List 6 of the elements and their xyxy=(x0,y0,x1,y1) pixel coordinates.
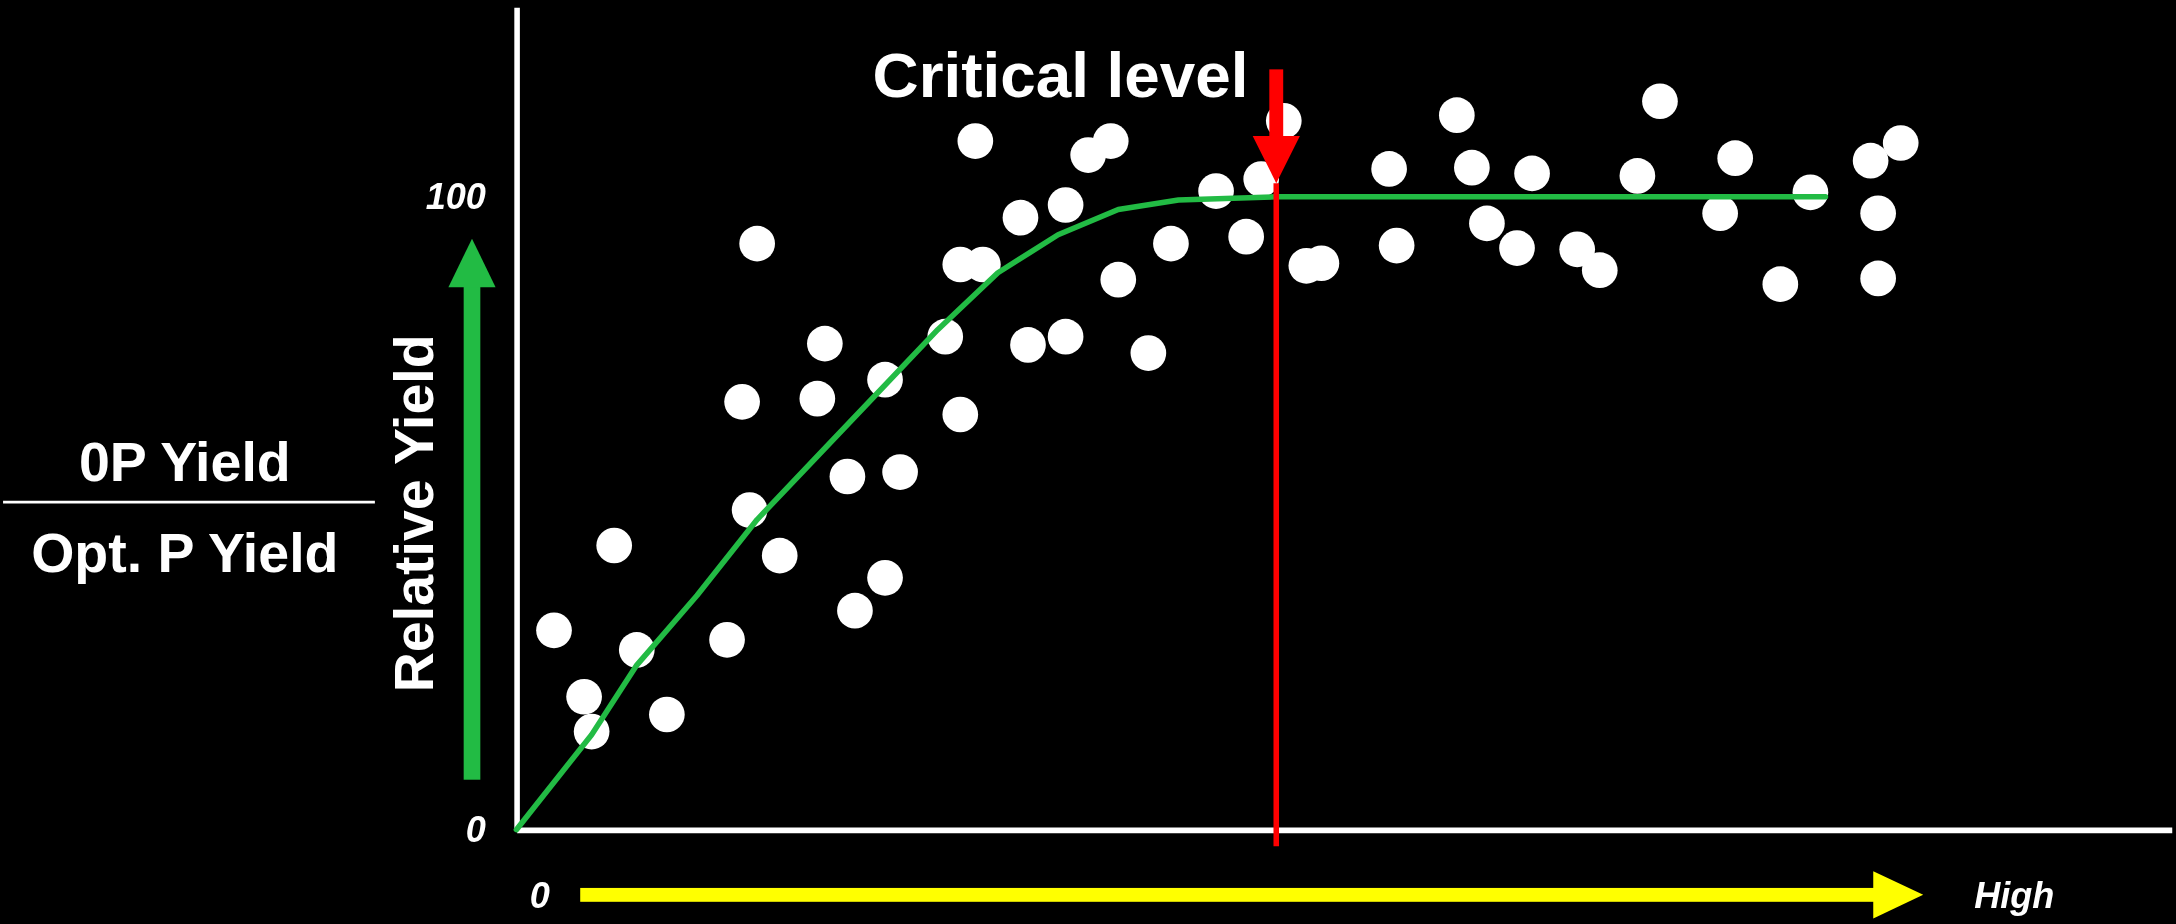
text: Critical level xyxy=(872,39,1249,112)
text: Opt. P Yield xyxy=(31,521,339,584)
text: 0P Yield xyxy=(78,431,291,494)
y-axis-title: Relative Yield xyxy=(383,334,446,693)
x-tick-label: High xyxy=(1974,874,2055,916)
y-tick-label: 100 xyxy=(425,176,486,218)
